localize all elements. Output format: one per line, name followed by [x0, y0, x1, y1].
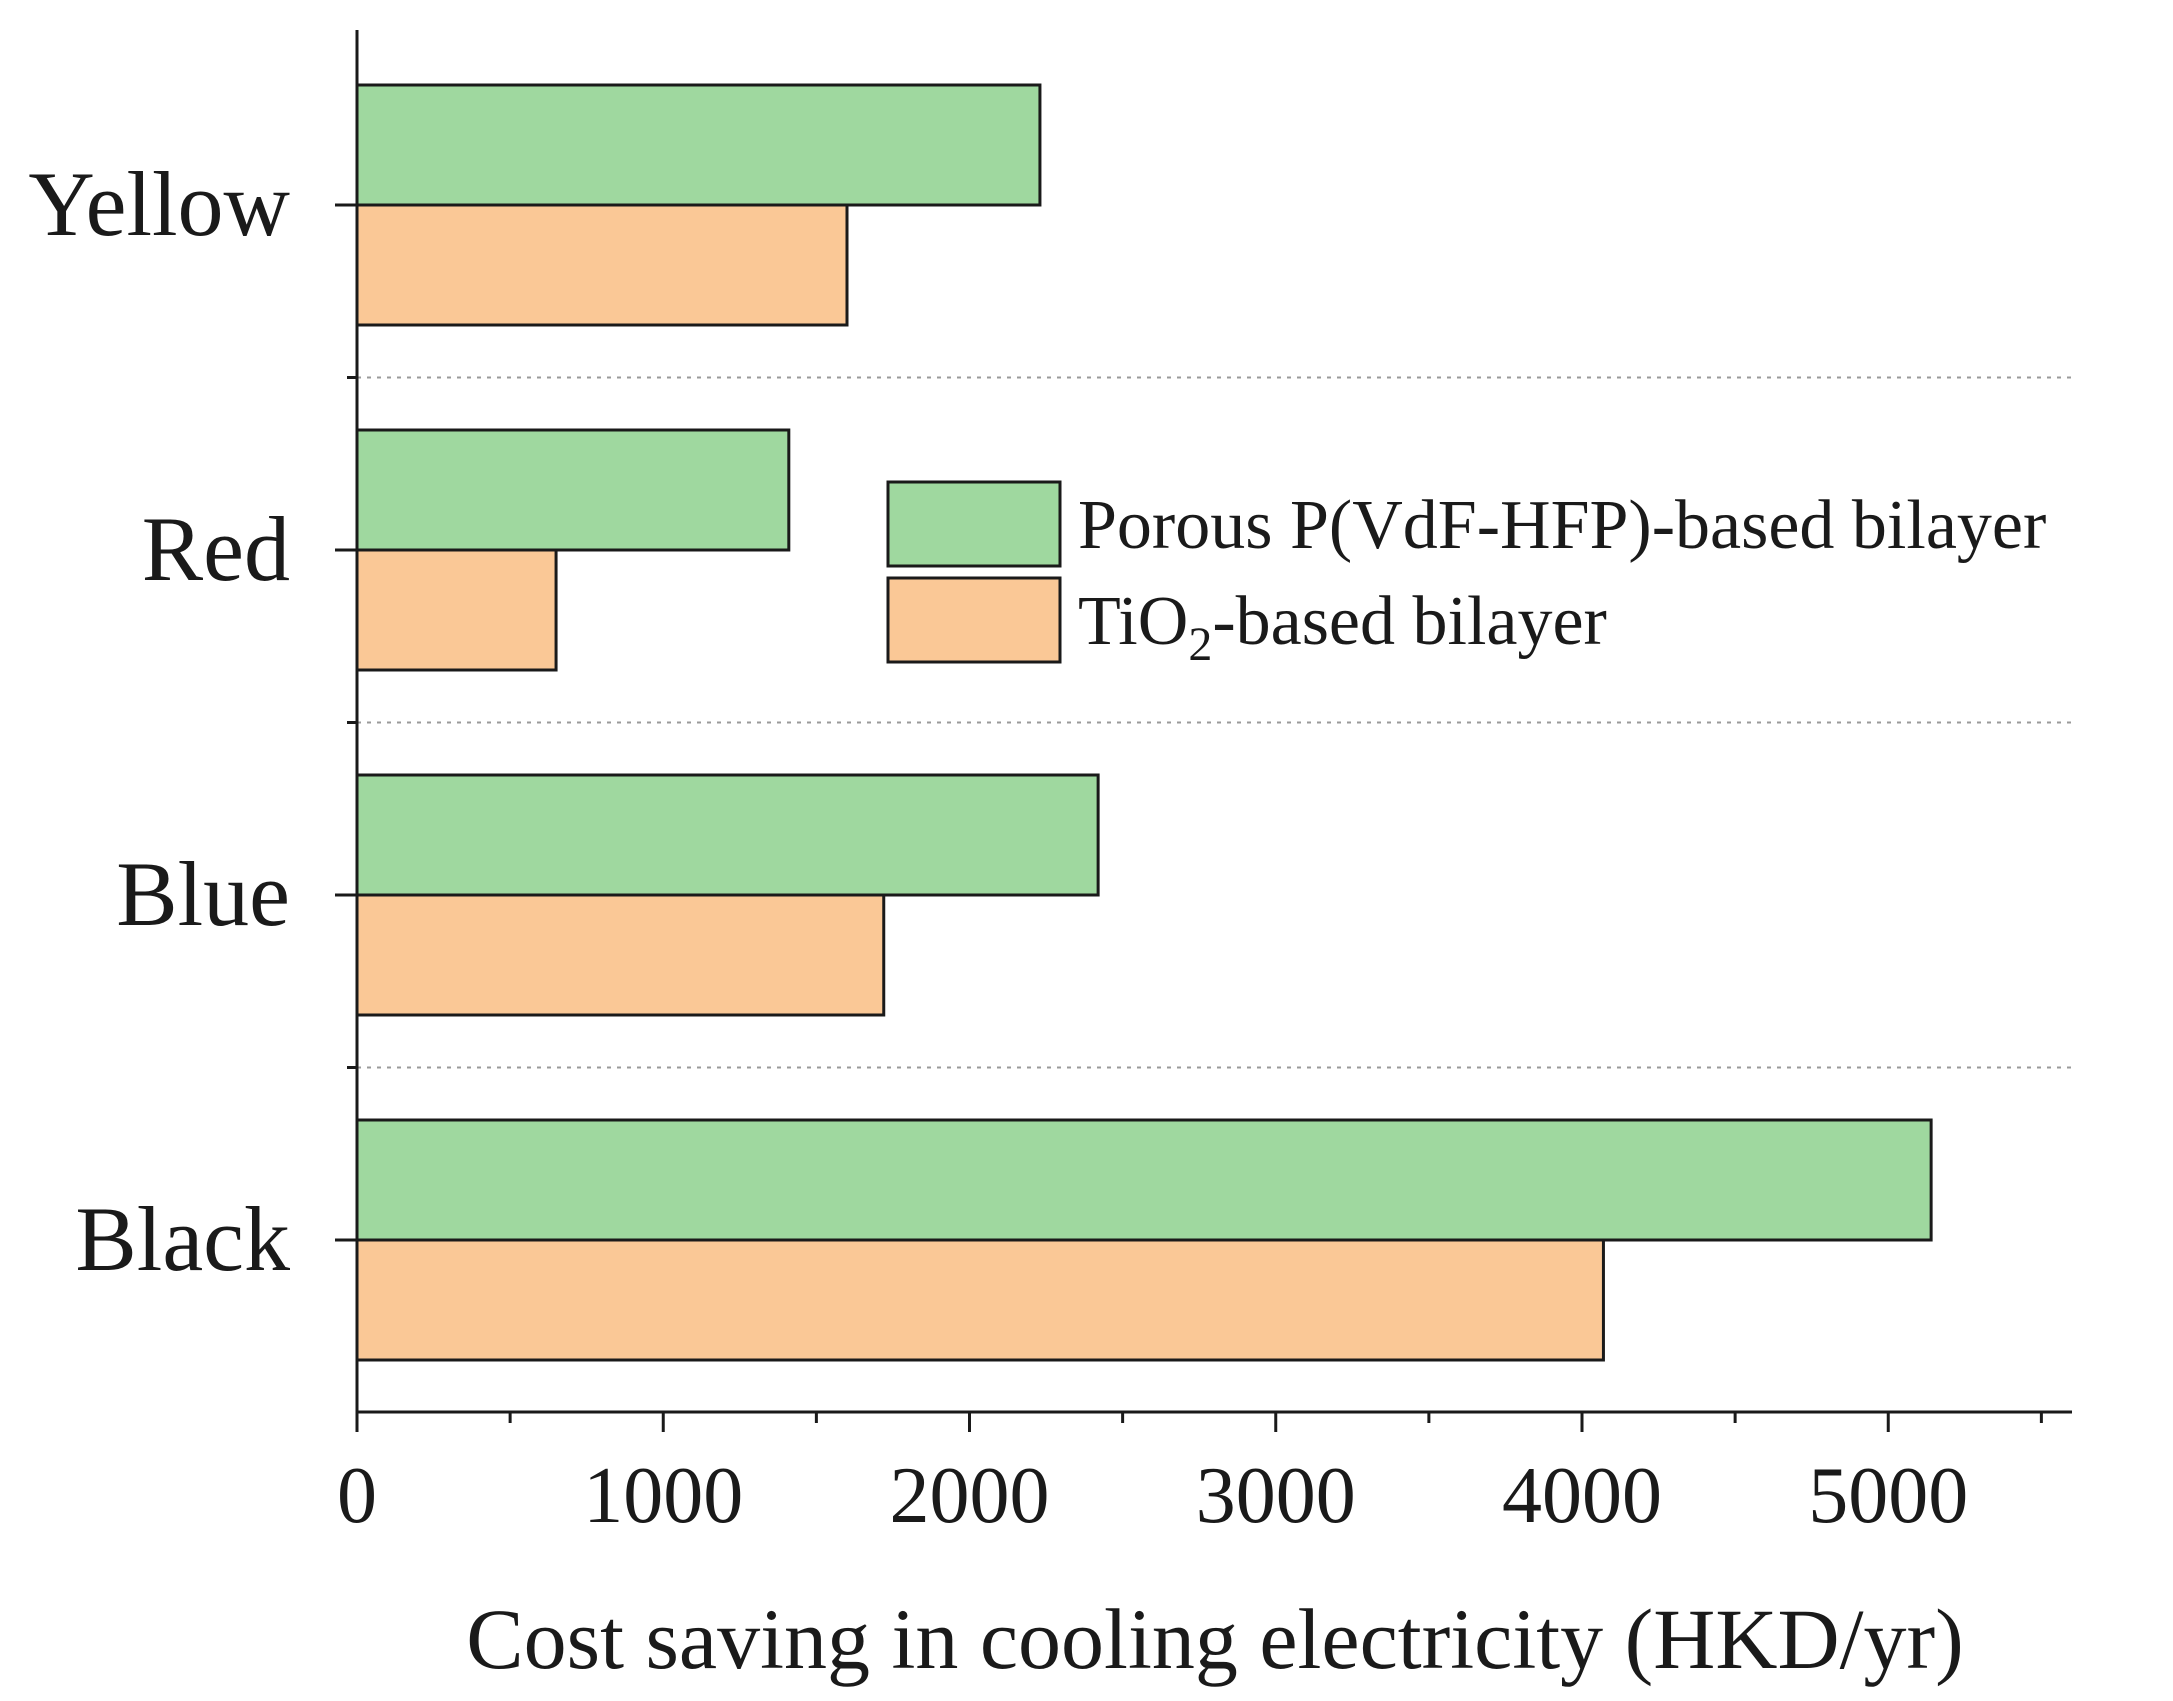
bar-yellow-porous	[355, 83, 1042, 207]
legend-label-tio2-suffix: -based bilayer	[1212, 583, 1607, 660]
category-labels: Yellow Red Blue Black	[28, 153, 290, 1290]
x-axis-title: Cost saving in cooling electricity (HKD/…	[466, 1591, 1964, 1687]
x-tick-label-0: 0	[337, 1452, 377, 1540]
category-label-red: Red	[142, 498, 290, 600]
x-tick-label-1000: 1000	[583, 1452, 743, 1540]
legend-label-tio2-prefix: TiO	[1078, 583, 1188, 660]
bar-yellow-tio2	[355, 203, 849, 327]
bar-black-porous	[355, 1118, 1933, 1242]
category-label-black: Black	[75, 1188, 290, 1290]
category-label-yellow: Yellow	[28, 153, 290, 255]
legend-label-porous: Porous P(VdF-HFP)-based bilayer	[1078, 487, 2046, 564]
x-tick-label-3000: 3000	[1196, 1452, 1356, 1540]
category-label-blue: Blue	[116, 843, 290, 945]
x-tick-label-4000: 4000	[1502, 1452, 1662, 1540]
bar-red-porous	[355, 428, 791, 552]
bar-blue-tio2	[355, 893, 886, 1017]
legend-label-tio2: TiO2-based bilayer	[1078, 583, 1607, 671]
legend-label-tio2-subscript: 2	[1188, 618, 1212, 671]
bars-group	[355, 83, 1933, 1362]
x-tick-label-2000: 2000	[890, 1452, 1050, 1540]
x-tick-label-5000: 5000	[1808, 1452, 1968, 1540]
legend-swatch-tio2	[886, 576, 1062, 664]
legend: Porous P(VdF-HFP)-based bilayer TiO2-bas…	[886, 480, 2046, 671]
bar-blue-porous	[355, 773, 1100, 897]
bar-red-tio2	[355, 548, 558, 672]
bar-black-tio2	[355, 1238, 1605, 1362]
ticks-group: 0 1000 2000 3000 4000 5000	[335, 203, 2043, 1540]
legend-swatch-porous	[886, 480, 1062, 568]
